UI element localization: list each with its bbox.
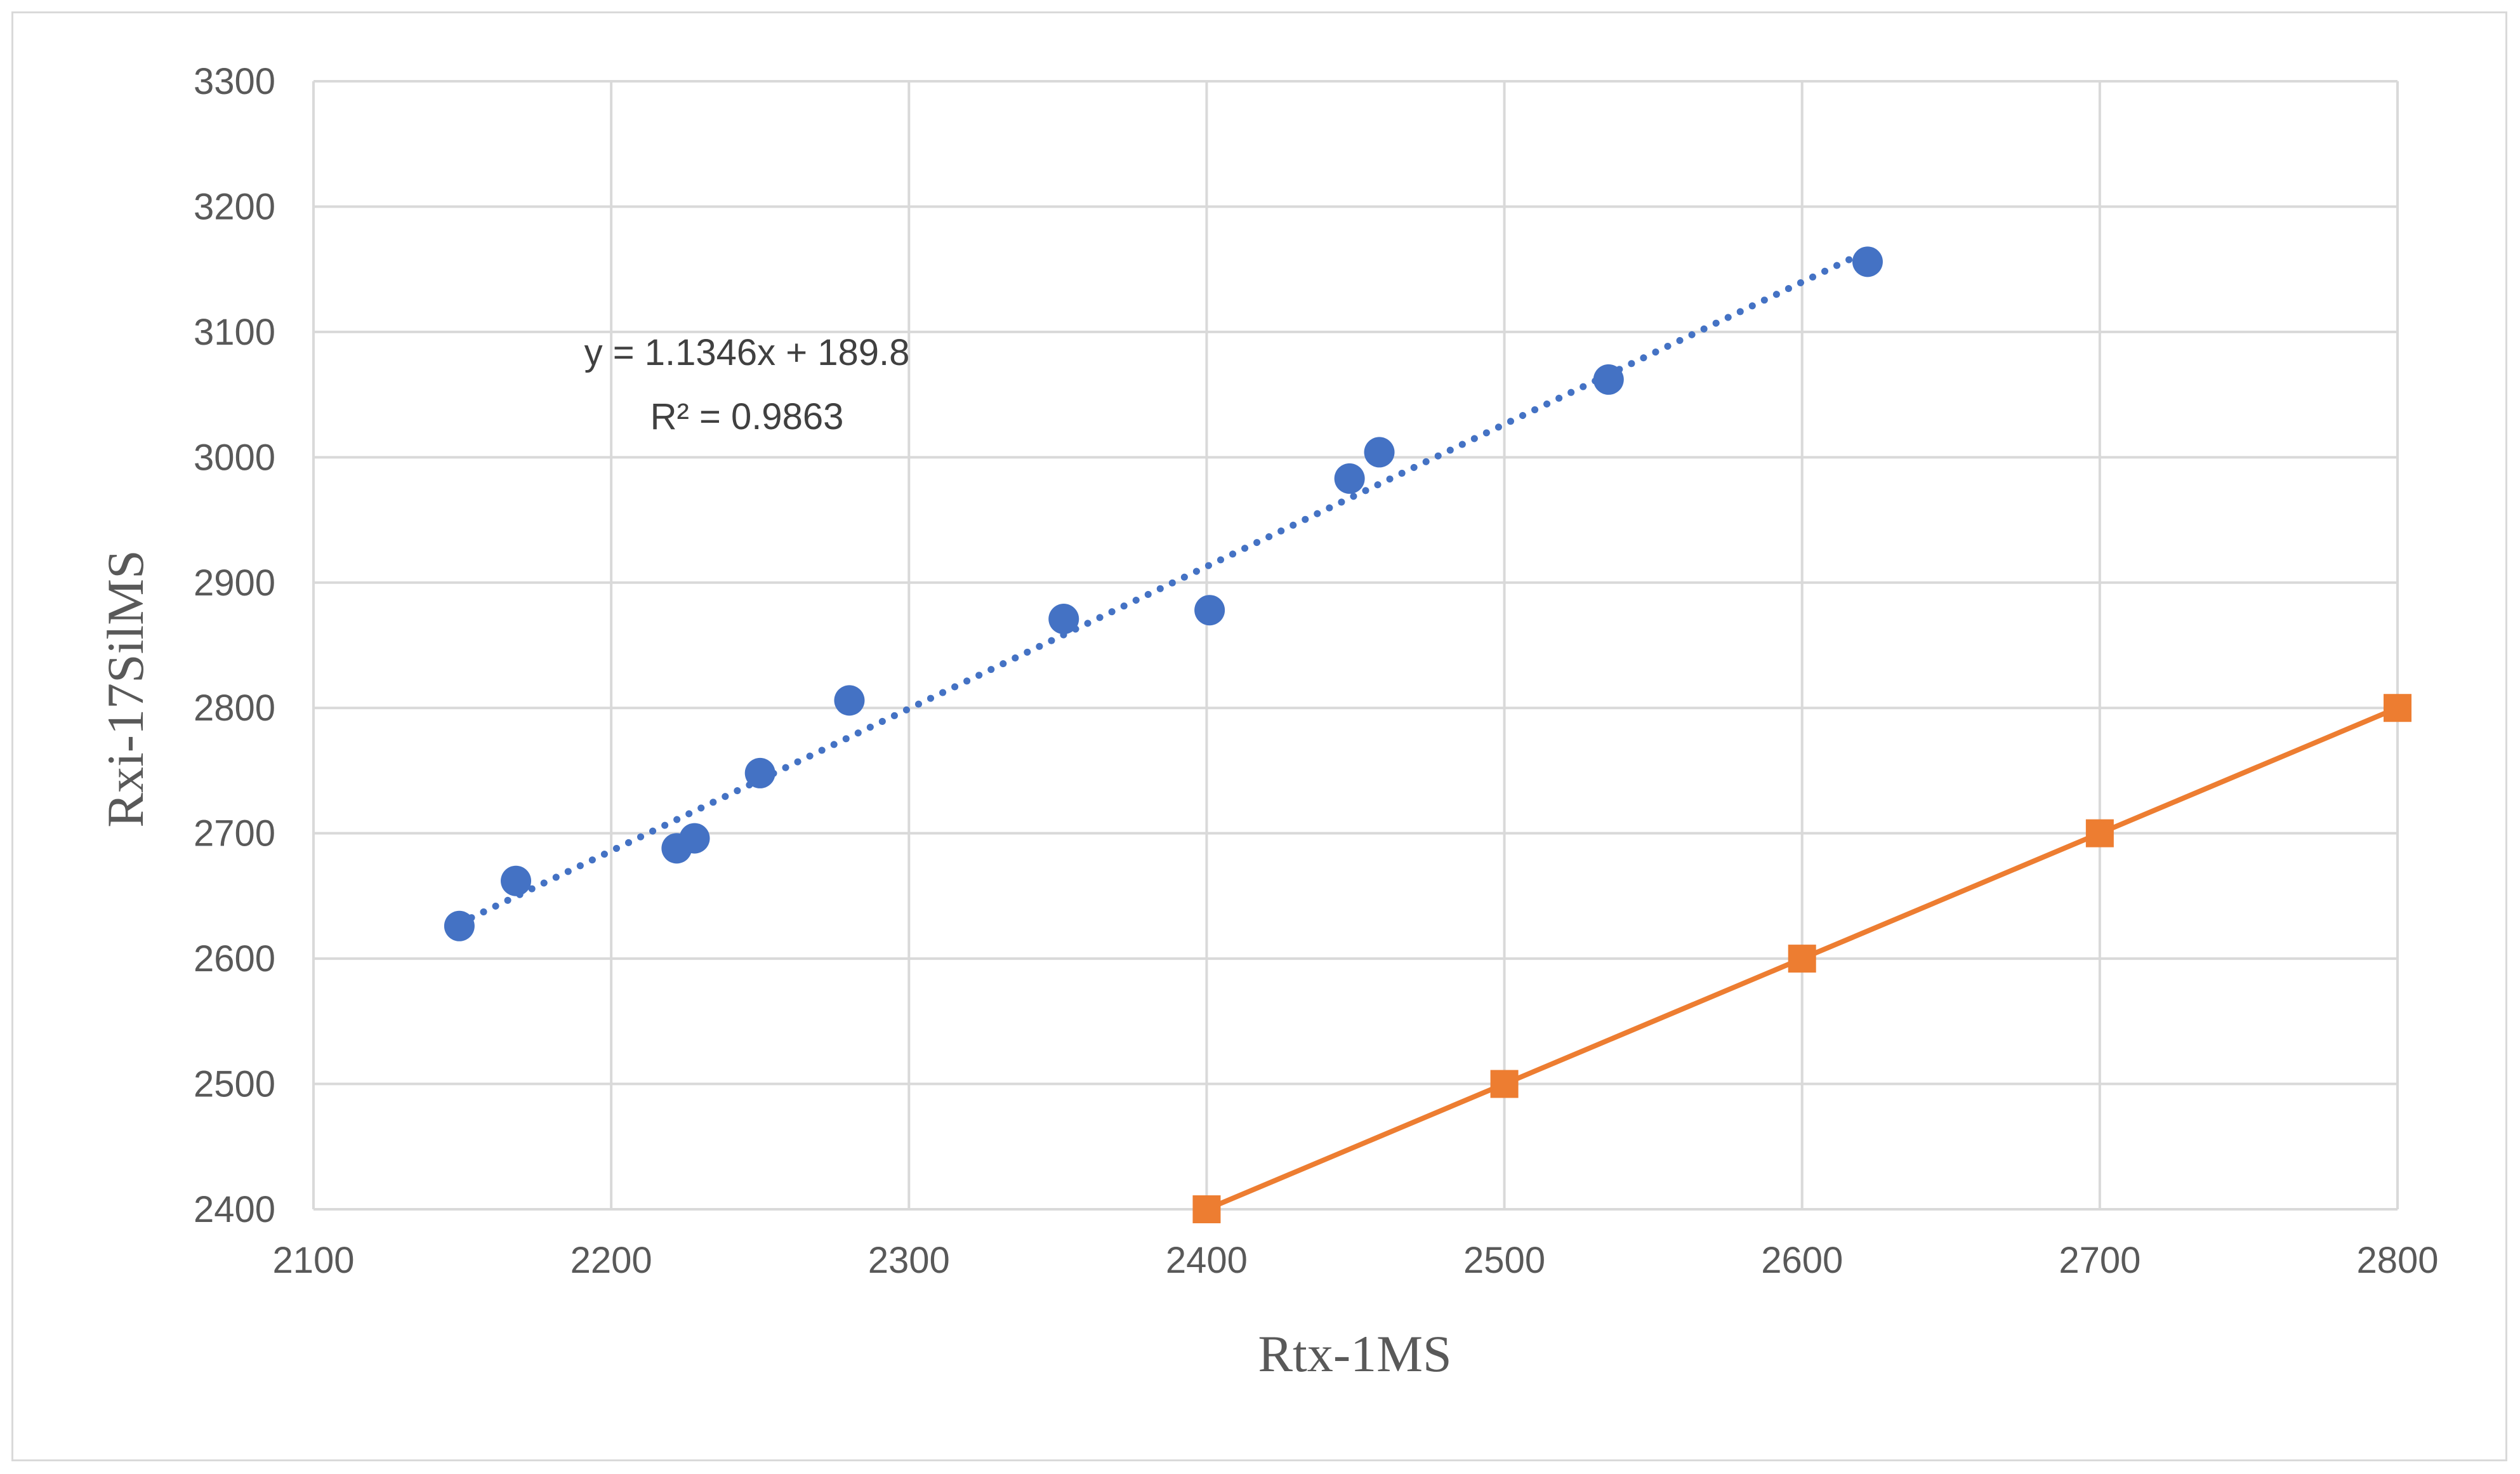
- scatter-point: [501, 865, 532, 896]
- square-marker: [2384, 694, 2411, 722]
- trendline-equation: y = 1.1346x + 189.8: [584, 332, 910, 373]
- tick-labels: 2400 2500 2600 2700 2800 2900 3000 3100 3200 3300…: [194, 61, 2439, 1281]
- y-tick-label: 3100: [194, 312, 275, 353]
- y-axis-title: Rxi-17SilMS: [96, 550, 154, 827]
- scatter-point: [1334, 463, 1365, 494]
- x-tick-label: 2600: [1761, 1240, 1843, 1281]
- y-tick-label: 2800: [194, 687, 275, 729]
- scatter-point: [679, 823, 710, 854]
- y-tick-label: 2600: [194, 938, 275, 979]
- y-tick-label: 3200: [194, 186, 275, 227]
- chart-frame: [11, 11, 2507, 1461]
- y-tick-label: 2500: [194, 1064, 275, 1105]
- scatter-point: [834, 685, 865, 716]
- trendline-layer: [456, 247, 1871, 927]
- r-squared-label: R² = 0.9863: [650, 396, 844, 437]
- y-tick-label: 2700: [194, 813, 275, 854]
- scatter-point: [1364, 437, 1395, 468]
- markers-layer: [444, 246, 2411, 1223]
- scatter-point: [444, 910, 475, 941]
- gridlines: [312, 80, 2399, 1211]
- x-tick-label: 2800: [2356, 1240, 2438, 1281]
- scatter-point: [1194, 595, 1225, 626]
- square-marker: [1490, 1070, 1519, 1098]
- scatter-point: [1593, 364, 1624, 395]
- y-tick-label: 2900: [194, 562, 275, 604]
- x-tick-label: 2100: [272, 1240, 354, 1281]
- x-tick-label: 2300: [868, 1240, 950, 1281]
- x-tick-label: 2400: [1166, 1240, 1248, 1281]
- x-tick-label: 2700: [2059, 1240, 2141, 1281]
- y-tick-label: 2400: [194, 1189, 275, 1230]
- x-axis-title: Rtx-1MS: [1258, 1325, 1451, 1383]
- x-tick-label: 2200: [571, 1240, 652, 1281]
- square-marker: [2085, 819, 2114, 847]
- square-marker: [1788, 945, 1816, 973]
- y-tick-label: 3300: [194, 61, 275, 102]
- scatter-point: [744, 757, 775, 788]
- scatter-point: [1852, 246, 1883, 277]
- y-tick-label: 3000: [194, 437, 275, 478]
- x-tick-label: 2500: [1463, 1240, 1545, 1281]
- scatter-point: [1048, 604, 1079, 635]
- square-marker: [1192, 1195, 1221, 1223]
- trendline: [456, 247, 1871, 927]
